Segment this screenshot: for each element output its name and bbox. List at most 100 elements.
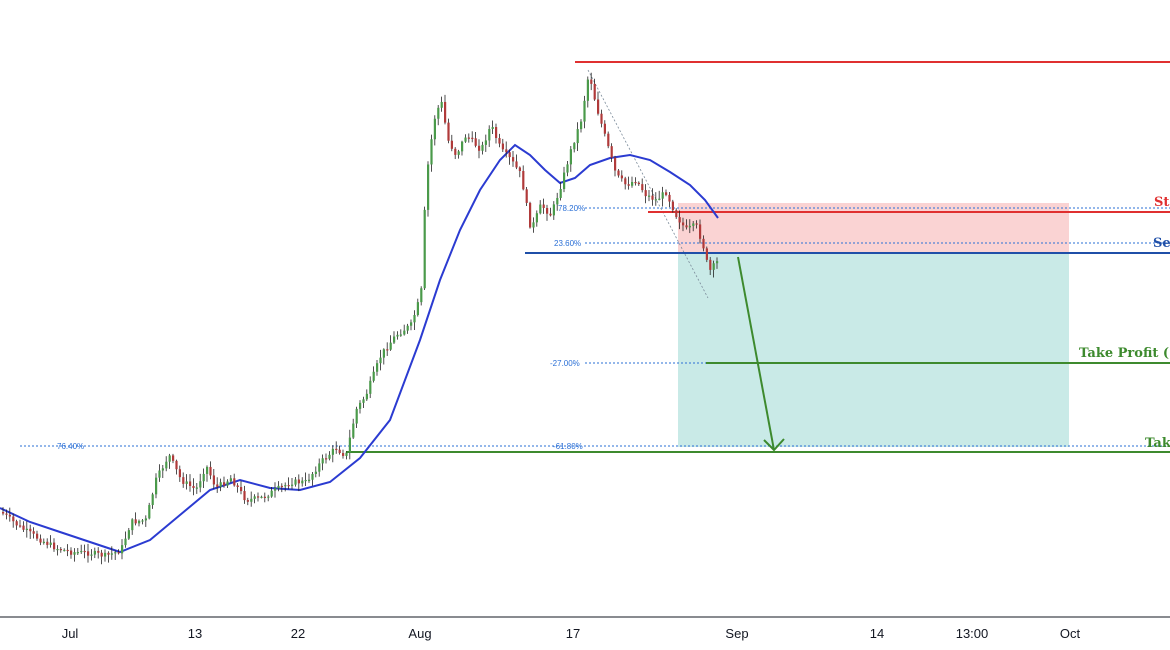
candle-body: [515, 161, 518, 168]
candle: [63, 548, 66, 552]
candle-body: [240, 487, 243, 492]
candle-body: [209, 466, 212, 476]
candle: [124, 531, 127, 548]
candle-body: [444, 101, 447, 123]
candle: [648, 190, 651, 202]
candle: [369, 376, 372, 399]
candle: [624, 176, 627, 190]
candle: [675, 208, 678, 219]
candle: [304, 472, 307, 486]
candle: [328, 451, 331, 461]
fib-label: 76.40%: [57, 442, 84, 451]
candle-body: [49, 542, 52, 545]
candle-body: [311, 473, 314, 480]
candle-body: [70, 550, 73, 555]
candle-body: [481, 144, 484, 151]
candle-body: [464, 137, 467, 142]
candle: [274, 482, 277, 498]
candle-body: [121, 545, 124, 554]
candle-body: [637, 182, 640, 185]
candle-body: [304, 479, 307, 482]
candle-body: [127, 530, 130, 539]
candle: [454, 147, 457, 160]
candle: [280, 483, 283, 493]
candle-body: [413, 314, 416, 323]
candle-body: [389, 342, 392, 350]
candle-body: [440, 101, 443, 108]
candle: [437, 105, 440, 126]
candle-body: [614, 157, 617, 171]
candle-body: [260, 496, 263, 498]
candle-body: [359, 402, 362, 409]
candle: [535, 210, 538, 227]
candle-body: [423, 209, 426, 289]
candle-body: [597, 99, 600, 114]
candle-body: [549, 213, 552, 216]
candle: [450, 134, 453, 152]
candle-body: [505, 149, 508, 153]
candle: [236, 483, 239, 493]
candle-body: [318, 463, 321, 472]
candle: [410, 319, 413, 331]
candle-body: [586, 79, 589, 101]
candle-body: [59, 548, 62, 551]
candle: [403, 324, 406, 336]
candle: [178, 465, 181, 482]
candle-body: [624, 178, 627, 185]
candle-body: [648, 195, 651, 197]
candle: [110, 546, 113, 560]
candle: [576, 122, 579, 151]
candle: [539, 200, 542, 215]
candle: [382, 348, 385, 365]
candle: [396, 331, 399, 340]
stop-zone-rect: [678, 203, 1069, 253]
candle: [291, 478, 294, 490]
candle-body: [362, 399, 365, 403]
candle-body: [699, 224, 702, 239]
candle-body: [671, 201, 674, 211]
candle: [46, 538, 49, 549]
candle-body: [484, 140, 487, 145]
candle-body: [488, 128, 491, 141]
candle: [440, 96, 443, 112]
candle-body: [447, 122, 450, 141]
candle: [138, 519, 141, 527]
moving-average-line: [0, 143, 719, 554]
candle: [542, 198, 545, 214]
candle-body: [539, 204, 542, 214]
candle-body: [199, 481, 202, 488]
candle-body: [277, 485, 280, 489]
candle-body: [641, 184, 644, 191]
candle: [590, 72, 593, 91]
candle-body: [450, 140, 453, 149]
candle: [141, 518, 144, 525]
candle-body: [155, 477, 158, 495]
candle: [294, 477, 297, 487]
candle: [117, 549, 120, 555]
candle: [257, 492, 260, 502]
candle-body: [702, 238, 705, 249]
candle-body: [294, 479, 297, 485]
level-label: Tak: [1145, 436, 1170, 451]
candle: [76, 547, 79, 555]
candle: [467, 133, 470, 143]
candle: [444, 94, 447, 125]
candle-body: [654, 199, 657, 201]
candle-body: [416, 302, 419, 315]
candle-body: [627, 184, 630, 186]
candle: [661, 186, 664, 207]
candle-body: [158, 470, 161, 478]
candle-body: [546, 207, 549, 214]
candle: [216, 477, 219, 493]
candle-body: [104, 552, 107, 557]
fib-label: -61.80%: [553, 442, 583, 451]
candle: [515, 154, 518, 170]
candle-body: [274, 488, 277, 491]
candle-body: [168, 455, 171, 462]
candle: [161, 464, 164, 479]
candle-body: [345, 452, 348, 456]
candle: [416, 298, 419, 317]
candle: [253, 494, 256, 504]
candle: [399, 329, 402, 337]
